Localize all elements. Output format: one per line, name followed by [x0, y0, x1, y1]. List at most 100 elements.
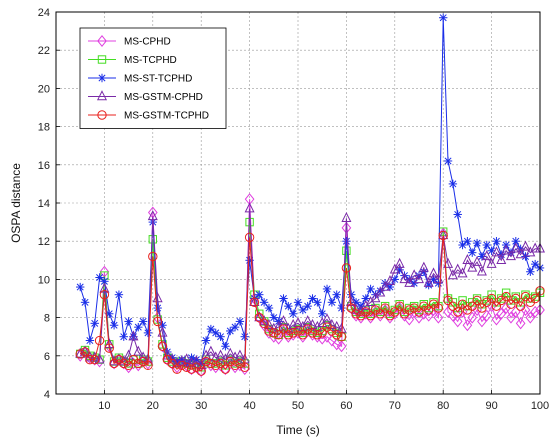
y-tick-label: 18 [38, 122, 50, 134]
data-point [380, 303, 390, 313]
data-point [134, 322, 143, 332]
legend: MS-CPHD MS-TCPHD MS-ST-TCPHD MS-GSTM-CPHD MS… [79, 27, 227, 129]
x-axis-label: Time (s) [276, 423, 320, 437]
data-point [492, 237, 501, 246]
y-tick-label: 14 [38, 198, 50, 210]
data-point [331, 338, 342, 351]
y-tick-label: 10 [38, 274, 50, 286]
data-point [496, 307, 507, 320]
data-point [486, 293, 497, 304]
data-point [128, 330, 139, 341]
data-point [95, 273, 104, 282]
data-point [443, 156, 453, 166]
data-point [259, 298, 269, 307]
legend-marker [96, 90, 108, 101]
data-point [447, 269, 458, 280]
data-point [375, 309, 385, 319]
data-point [530, 259, 540, 269]
data-point [293, 298, 303, 307]
series-ms-gstm-tcphd [75, 230, 545, 376]
data-point [288, 328, 298, 338]
x-tick-label: 80 [437, 400, 449, 412]
legend-label: MS-GSTM-CPHD [124, 92, 203, 103]
x-tick-label: 60 [340, 400, 352, 412]
x-tick-label: 70 [389, 400, 401, 412]
data-point [298, 330, 308, 340]
data-point [457, 267, 468, 278]
data-point [501, 244, 512, 255]
data-point [337, 303, 346, 313]
data-point [351, 309, 361, 322]
data-point [278, 324, 289, 334]
data-point [118, 355, 129, 366]
data-point [123, 360, 134, 371]
data-point [501, 302, 511, 315]
y-tick-label: 16 [38, 160, 50, 172]
data-point [249, 297, 260, 308]
legend-entry: MS-GSTM-TCPHD [88, 110, 209, 122]
data-point [216, 332, 225, 341]
data-point [80, 298, 90, 307]
data-point [138, 317, 148, 326]
data-point [283, 330, 294, 340]
data-point [467, 301, 477, 311]
series-layer [75, 13, 546, 378]
data-point [409, 269, 420, 280]
legend-entry: MS-ST-TCPHD [88, 74, 192, 85]
legend-label: MS-ST-TCPHD [124, 74, 192, 85]
series-line [80, 208, 540, 367]
data-point [85, 336, 95, 345]
data-point [181, 362, 192, 372]
data-point [147, 210, 158, 221]
data-point [226, 326, 235, 336]
data-point [452, 315, 463, 328]
data-point [133, 358, 143, 369]
data-point [341, 263, 352, 273]
data-point [453, 210, 462, 219]
data-point [520, 291, 531, 302]
data-point [235, 317, 245, 326]
data-point [206, 358, 216, 369]
data-point [80, 347, 90, 357]
data-point [457, 299, 468, 309]
data-point [409, 279, 419, 288]
data-point [205, 345, 216, 356]
data-point [279, 294, 288, 303]
data-point [530, 293, 540, 304]
data-point [341, 221, 352, 234]
data-point [220, 364, 231, 374]
data-point [153, 303, 162, 313]
data-point [394, 257, 405, 268]
legend-marker [97, 73, 107, 83]
y-axis-label: OSPA distance [9, 163, 23, 243]
y-tick-label: 8 [44, 313, 50, 325]
data-point [481, 250, 492, 261]
legend-entry: MS-TCPHD [88, 55, 177, 66]
data-point [254, 311, 265, 324]
data-point [468, 248, 477, 257]
data-point [433, 303, 444, 313]
data-point [423, 305, 434, 315]
data-point [94, 335, 105, 346]
data-point [196, 366, 206, 376]
data-point [336, 332, 347, 342]
data-point [472, 295, 482, 306]
data-point [423, 276, 434, 287]
data-point [254, 312, 264, 323]
series-ms-cphd [75, 193, 545, 378]
data-point [85, 354, 95, 365]
data-point [318, 309, 327, 318]
data-point [230, 322, 240, 332]
y-tick-label: 24 [38, 7, 50, 19]
data-point [380, 280, 391, 291]
data-point [211, 328, 220, 338]
series-ms-gstm-cphd [75, 202, 546, 370]
data-point [477, 315, 487, 328]
legend-entry: MS-CPHD [88, 35, 171, 48]
data-point [317, 328, 327, 338]
data-point [105, 309, 114, 318]
data-point [269, 328, 279, 338]
data-point [263, 318, 274, 329]
data-point [433, 311, 444, 324]
